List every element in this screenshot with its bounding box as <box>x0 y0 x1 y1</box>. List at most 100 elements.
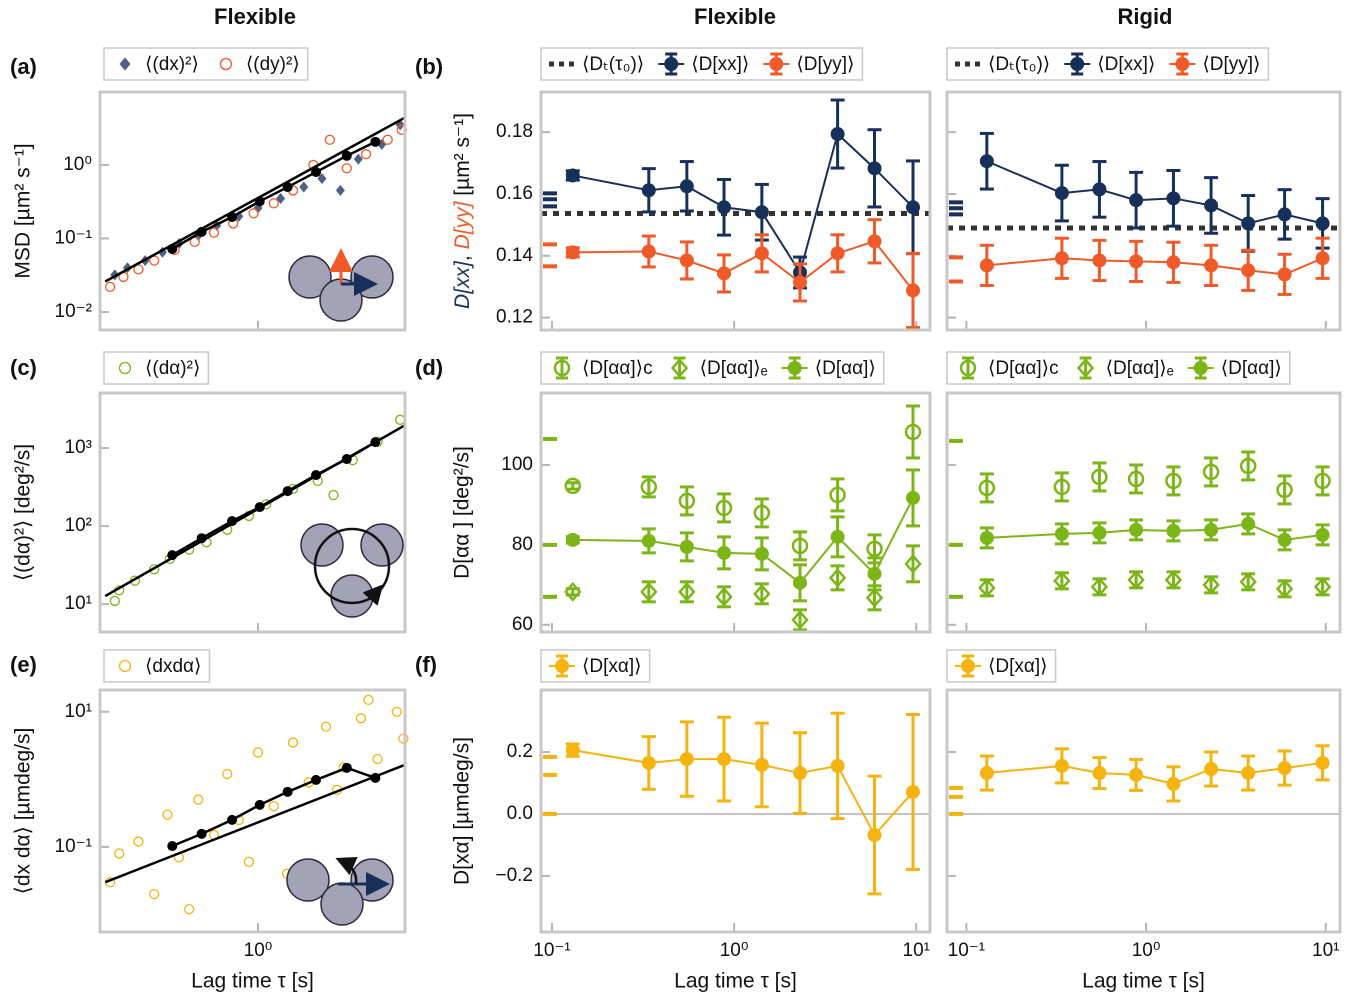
y-tick-label: 0.14 <box>496 245 533 266</box>
y-axis-label: ⟨(dα)²⟩ [deg²/s] <box>12 444 35 581</box>
marker <box>1092 253 1106 267</box>
x-tick-label: 10⁰ <box>1132 940 1161 961</box>
marker <box>566 533 580 547</box>
marker <box>717 546 731 560</box>
marker <box>1092 766 1106 780</box>
figure: Flexible(a)MSD [µm² s⁻¹]10⁻²10⁻¹10⁰⟨(dx)… <box>0 0 1352 997</box>
y-tick-label: 10⁰ <box>63 154 92 175</box>
plot-frame <box>541 690 930 932</box>
y-tick-label: 100 <box>501 454 533 475</box>
marker <box>831 530 845 544</box>
marker <box>1055 527 1069 541</box>
y-tick-label: −0.2 <box>495 865 533 886</box>
y-axis-label: MSD [µm² s⁻¹] <box>12 143 35 278</box>
marker <box>566 168 580 182</box>
marker <box>227 815 237 825</box>
marker <box>227 212 237 222</box>
y-tick-label: 0.0 <box>507 803 533 824</box>
marker <box>167 244 177 254</box>
marker <box>717 200 731 214</box>
y-axis-label-part: , <box>451 249 474 261</box>
legend-swatch <box>769 57 783 71</box>
marker <box>227 516 237 526</box>
marker <box>1241 517 1255 531</box>
legend-label: ⟨(dα)²⟩ <box>145 358 200 379</box>
panel-label: (d) <box>415 355 443 380</box>
marker <box>399 734 408 743</box>
y-axis-label: D[xx], D[yy] [µm² s⁻¹] <box>451 113 474 309</box>
marker <box>1166 777 1180 791</box>
marker <box>566 743 580 757</box>
marker <box>249 209 258 218</box>
inset-e <box>287 859 393 925</box>
y-tick-label: 0.12 <box>496 307 533 328</box>
marker <box>364 695 373 704</box>
marker <box>1092 182 1106 196</box>
legend-label: ⟨D[αα]⟩ <box>1221 358 1282 379</box>
marker <box>197 227 207 237</box>
marker <box>134 837 143 846</box>
marker <box>110 596 119 605</box>
marker <box>906 491 920 505</box>
panel-label: (b) <box>415 54 443 79</box>
marker <box>370 437 380 447</box>
marker <box>329 491 338 500</box>
y-axis-label: D[αα ] [deg²/s] <box>451 446 474 579</box>
marker <box>831 246 845 260</box>
legend-label: ⟨dxdα⟩ <box>145 656 201 677</box>
y-axis-label: ⟨dx dα⟩ [µmdeg/s] <box>12 728 35 895</box>
marker <box>1204 258 1218 272</box>
plots: Flexible(a)MSD [µm² s⁻¹]10⁻²10⁻¹10⁰⟨(dx)… <box>10 4 1340 993</box>
marker <box>106 282 115 291</box>
y-tick-label: 10¹ <box>65 701 92 722</box>
marker <box>566 245 580 259</box>
column-title: Rigid <box>1118 4 1173 29</box>
marker <box>362 150 371 159</box>
marker <box>1129 254 1143 268</box>
legend-label: ⟨D[αα]⟩ <box>815 358 876 379</box>
plot-frame <box>947 690 1340 932</box>
marker <box>370 773 380 783</box>
column-title: Flexible <box>694 4 776 29</box>
marker <box>906 785 920 799</box>
legend-label: ⟨D[αα]⟩ₑ <box>1106 358 1174 379</box>
marker <box>167 841 177 851</box>
marker <box>223 769 232 778</box>
marker <box>1204 198 1218 212</box>
marker <box>980 154 994 168</box>
marker <box>755 758 769 772</box>
series-line <box>987 161 1323 223</box>
marker <box>163 810 172 819</box>
marker <box>342 454 352 464</box>
x-axis-label: Lag time τ [s] <box>674 970 797 993</box>
x-tick-label: 10⁰ <box>244 940 273 961</box>
y-tick-label: 10² <box>65 515 92 536</box>
marker <box>980 766 994 780</box>
inset-a <box>289 254 393 321</box>
x-axis-label: Lag time τ [s] <box>1082 970 1205 993</box>
marker <box>868 567 882 581</box>
marker <box>642 756 656 770</box>
series-line <box>573 241 913 290</box>
y-tick-label: 10³ <box>65 437 92 458</box>
marker <box>1166 191 1180 205</box>
marker <box>642 183 656 197</box>
marker <box>1055 759 1069 773</box>
marker <box>255 800 265 810</box>
marker <box>197 533 207 543</box>
x-axis-label: Lag time τ [s] <box>191 970 314 993</box>
marker <box>185 905 194 914</box>
marker <box>1055 251 1069 265</box>
legend-label: ⟨Dₜ(τ₀)⟩ <box>988 54 1050 75</box>
x-tick-label: 10⁻¹ <box>533 940 571 961</box>
legend-label: ⟨D[xα]⟩ <box>988 656 1048 677</box>
series-line <box>987 258 1323 274</box>
y-axis-label-part: D[xx] <box>451 260 474 309</box>
legend-label: ⟨D[xα]⟩ <box>582 656 642 677</box>
marker <box>980 258 994 272</box>
legend-swatch <box>1070 57 1084 71</box>
marker <box>209 228 218 237</box>
marker <box>1092 526 1106 540</box>
series-line <box>987 763 1323 784</box>
marker <box>1278 207 1292 221</box>
